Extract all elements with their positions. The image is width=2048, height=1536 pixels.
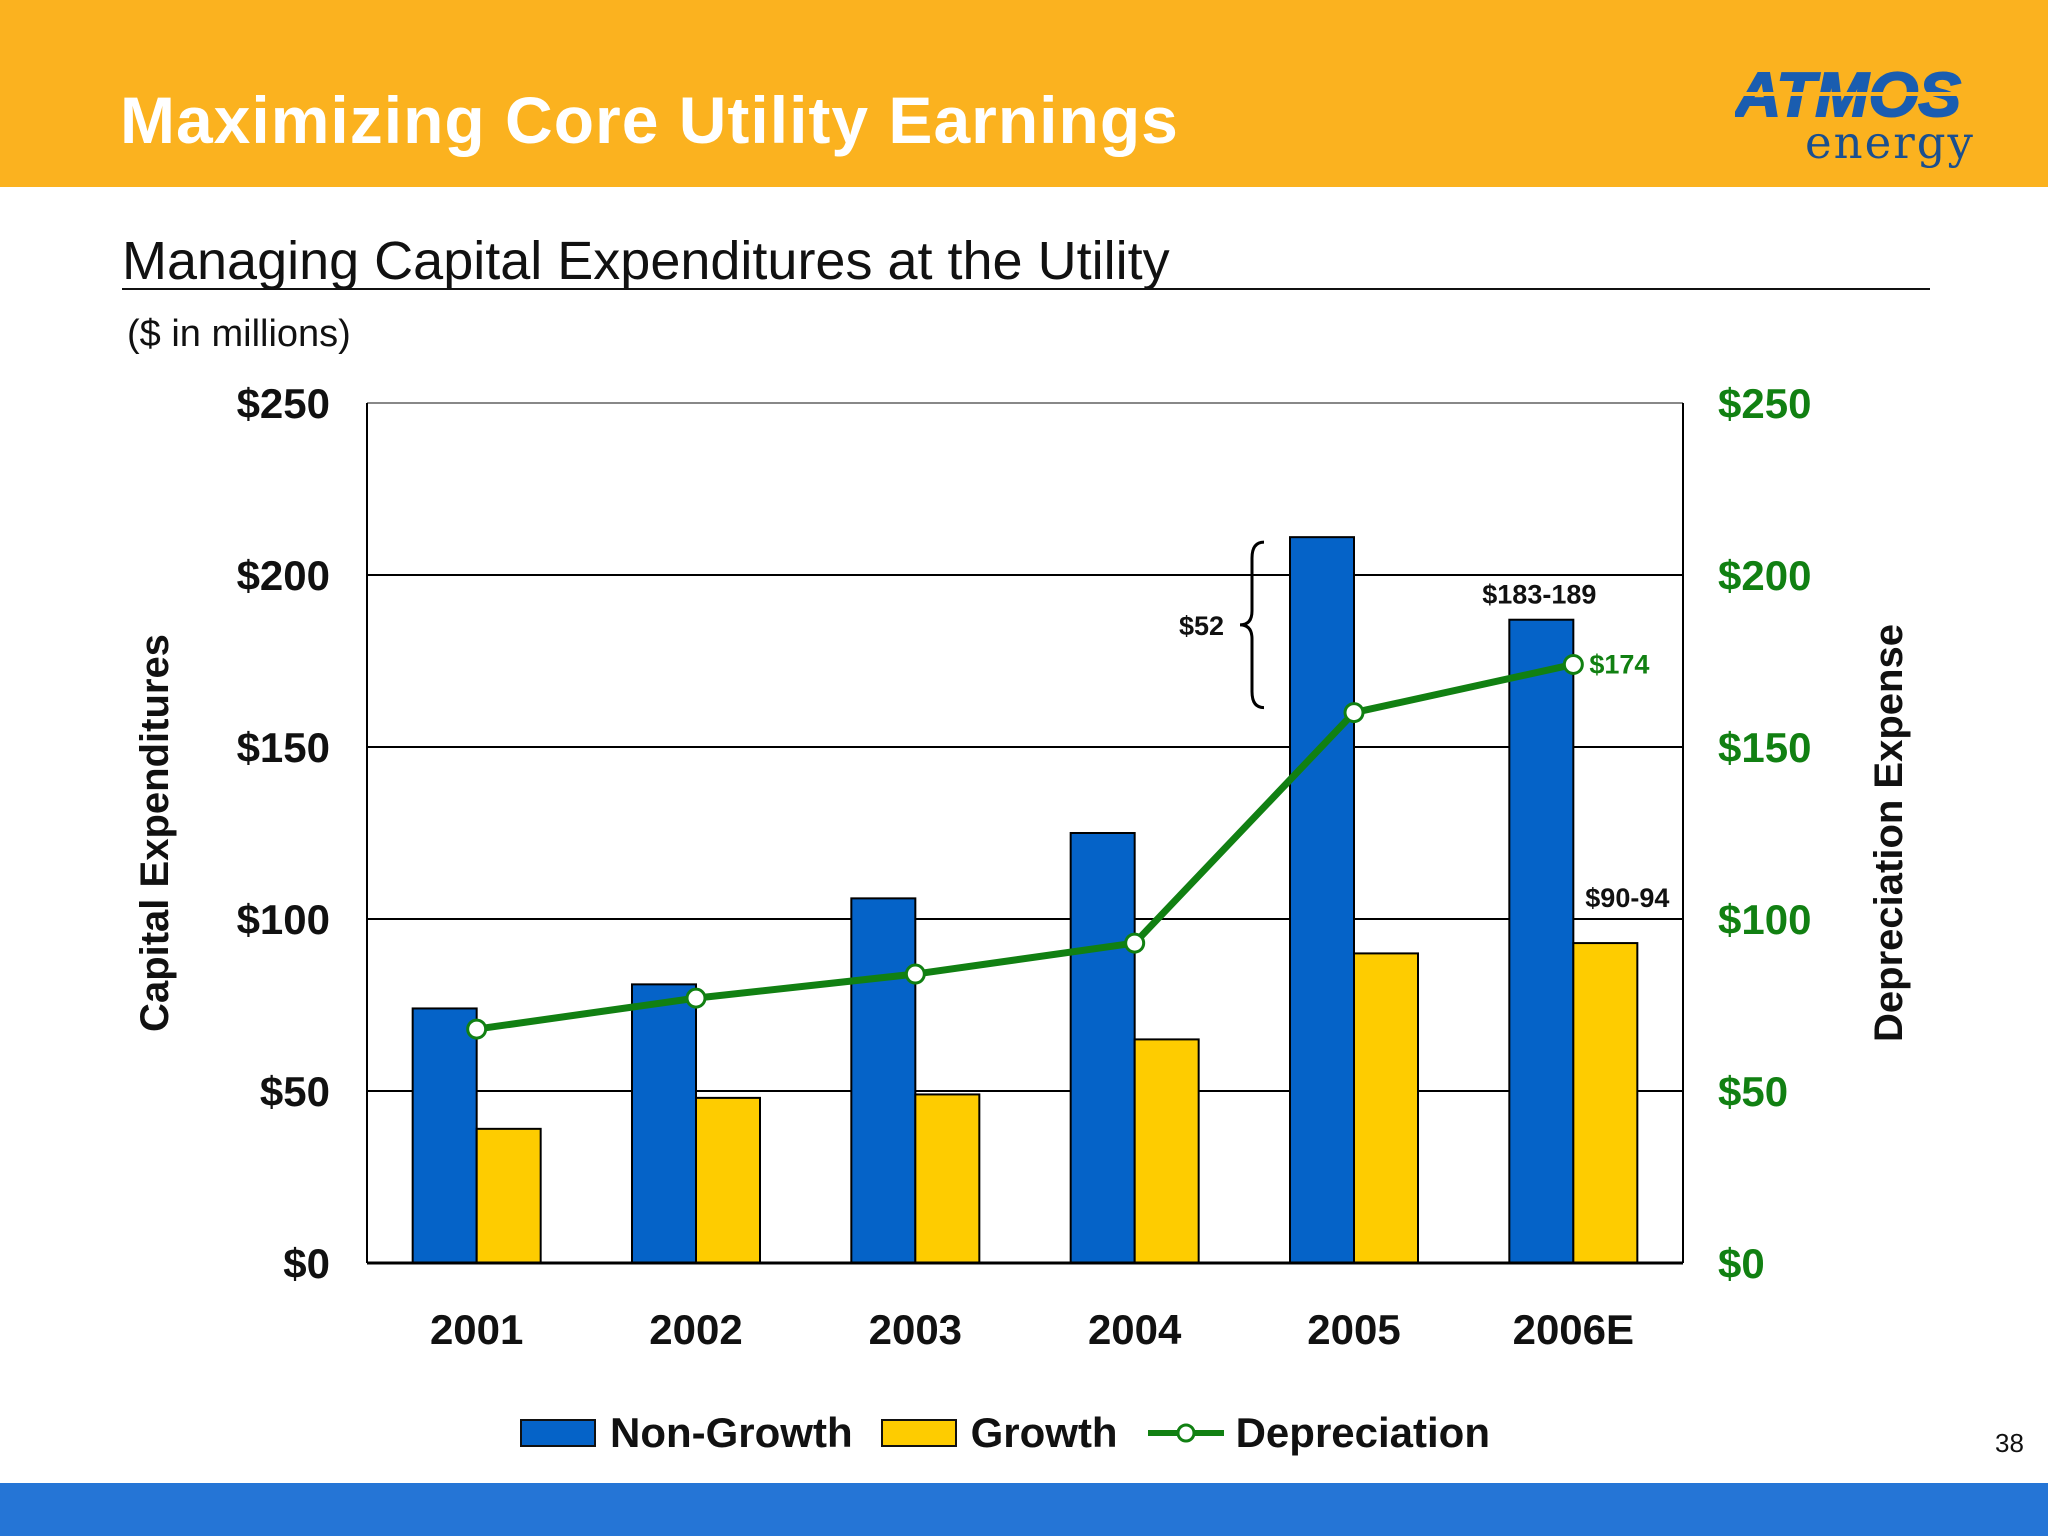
y-tick-label-right: $200 bbox=[1718, 552, 1811, 599]
chart-legend: Non-Growth Growth Depreciation bbox=[520, 1405, 1518, 1461]
x-tick-label: 2001 bbox=[430, 1306, 523, 1353]
legend-swatch-depreciation bbox=[1147, 1423, 1224, 1443]
bar-non-growth bbox=[850, 897, 917, 1264]
depreciation-line bbox=[476, 661, 1575, 1033]
annotation-label: $52 bbox=[1179, 611, 1224, 641]
bar-non-growth bbox=[631, 983, 697, 1264]
legend-label-growth: Growth bbox=[970, 1409, 1118, 1456]
annotation-label: $90-94 bbox=[1585, 883, 1669, 913]
x-tick-label: 2004 bbox=[1088, 1306, 1182, 1353]
y-tick-label-left: $50 bbox=[260, 1068, 330, 1115]
bar-growth bbox=[475, 1127, 542, 1264]
bar-growth bbox=[1572, 942, 1639, 1265]
y-tick-label-right: $150 bbox=[1718, 724, 1811, 771]
y-tick-label-left: $0 bbox=[283, 1240, 330, 1287]
bar-growth bbox=[1133, 1038, 1200, 1265]
bar-growth bbox=[695, 1096, 761, 1264]
x-tick-label: 2006E bbox=[1513, 1306, 1634, 1353]
y-tick-label-left: $200 bbox=[237, 552, 330, 599]
x-tick-label: 2005 bbox=[1307, 1306, 1400, 1353]
legend-item-growth: Growth bbox=[880, 1409, 1118, 1457]
depreciation-point bbox=[466, 1018, 488, 1040]
legend-item-non-growth: Non-Growth bbox=[520, 1409, 853, 1457]
annotation-label: $174 bbox=[1589, 649, 1649, 679]
y-tick-label-right: $0 bbox=[1718, 1240, 1765, 1287]
legend-label-non-growth: Non-Growth bbox=[610, 1409, 853, 1456]
depreciation-point bbox=[904, 963, 926, 985]
depreciation-point bbox=[1343, 702, 1365, 724]
units-note: ($ in millions) bbox=[127, 313, 351, 355]
slide-title: Maximizing Core Utility Earnings bbox=[120, 83, 1179, 157]
legend-label-depreciation: Depreciation bbox=[1235, 1409, 1490, 1456]
capex-chart: $0 $0 $50 $50 $100 $100 $150 $150 $200 $200 $250 $2… bbox=[133, 380, 1911, 1353]
y-tick-label-right: $50 bbox=[1718, 1068, 1788, 1115]
bar-non-growth bbox=[411, 1007, 478, 1264]
legend-swatch-non-growth bbox=[520, 1419, 596, 1447]
y-axis-title-left: Capital Expenditures bbox=[133, 634, 177, 1032]
y-axis-title-right: Depreciation Expense bbox=[1867, 624, 1911, 1042]
bar-growth bbox=[914, 1093, 981, 1264]
bar-non-growth bbox=[1069, 832, 1136, 1264]
depreciation-point bbox=[1124, 932, 1146, 954]
bar-non-growth bbox=[1508, 618, 1575, 1264]
x-tick-label: 2003 bbox=[869, 1306, 962, 1353]
y-tick-label-right: $250 bbox=[1718, 380, 1811, 427]
y-tick-label-right: $100 bbox=[1718, 896, 1811, 943]
depreciation-point bbox=[1562, 653, 1584, 675]
atmos-logo-mark: ATMOS bbox=[1735, 62, 1962, 124]
legend-item-depreciation: Depreciation bbox=[1146, 1409, 1490, 1457]
footer-band bbox=[0, 1483, 2048, 1536]
header-band bbox=[0, 0, 2048, 187]
y-tick-label-left: $250 bbox=[237, 380, 330, 427]
page-number: 38 bbox=[1995, 1428, 2024, 1458]
subtitle-rule bbox=[122, 288, 1930, 290]
annotation-label: $183-189 bbox=[1482, 580, 1596, 610]
bar-non-growth bbox=[1289, 536, 1355, 1264]
y-tick-label-left: $150 bbox=[237, 724, 330, 771]
x-tick-label: 2002 bbox=[649, 1306, 742, 1353]
depreciation-point bbox=[685, 987, 707, 1009]
logo-subtext: energy bbox=[1805, 116, 1975, 169]
y-tick-label-left: $100 bbox=[237, 896, 330, 943]
brace-annotation bbox=[1239, 540, 1265, 710]
legend-swatch-growth bbox=[880, 1419, 957, 1447]
atmos-energy-logo: ATMOS energy bbox=[1735, 62, 1973, 172]
bar-growth bbox=[1353, 952, 1419, 1265]
slide-subtitle: Managing Capital Expenditures at the Uti… bbox=[122, 231, 1170, 291]
